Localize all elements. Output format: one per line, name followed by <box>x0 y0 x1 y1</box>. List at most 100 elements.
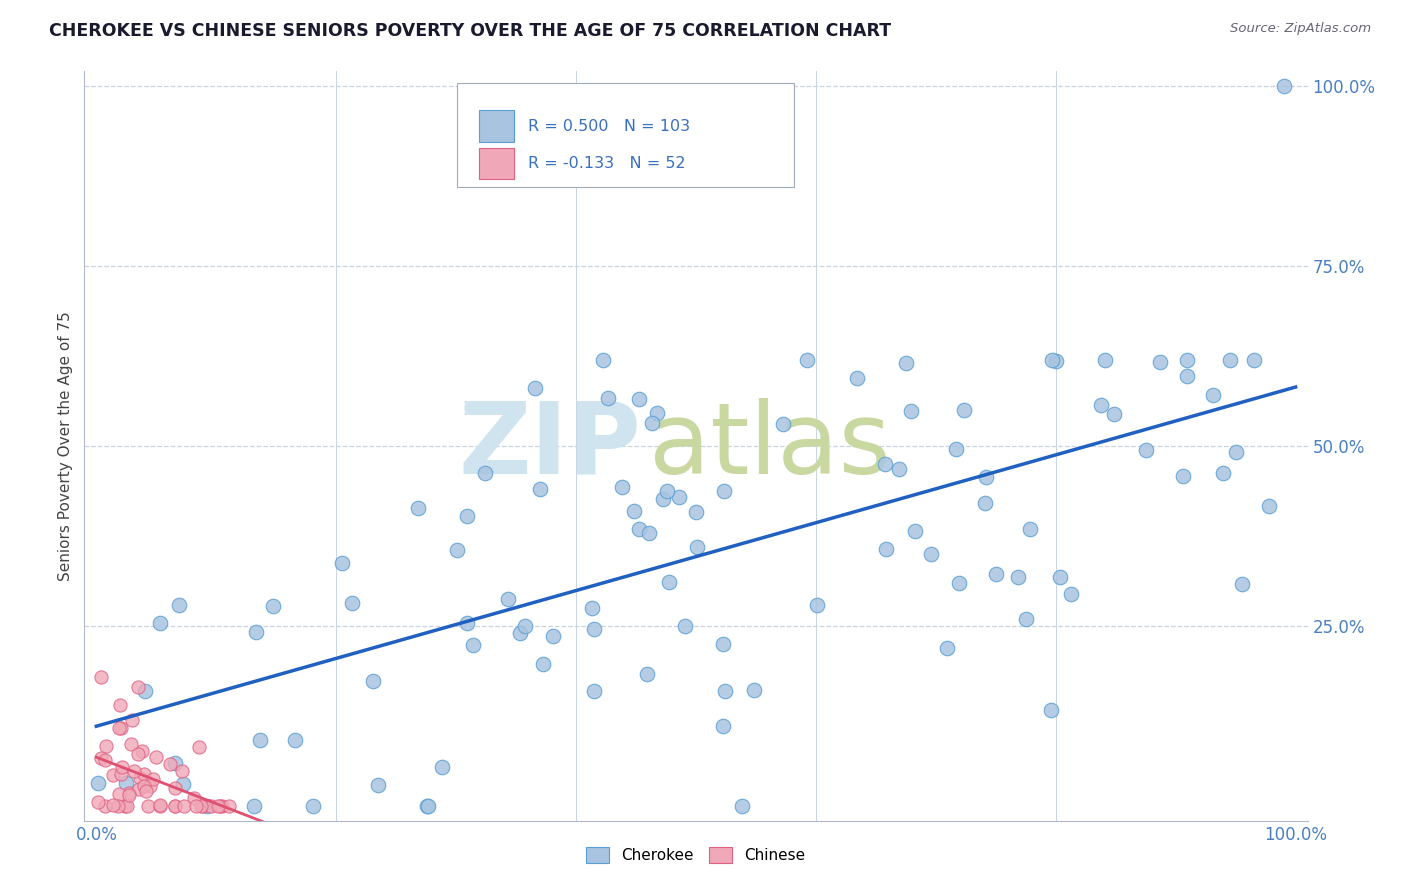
Y-axis label: Seniors Poverty Over the Age of 75: Seniors Poverty Over the Age of 75 <box>58 311 73 581</box>
Point <box>107 799 129 814</box>
Point <box>165 799 187 814</box>
Point <box>713 483 735 498</box>
Point <box>108 787 131 801</box>
Point <box>806 598 828 612</box>
Point <box>713 637 735 651</box>
Point <box>183 790 205 805</box>
Point <box>1175 368 1198 383</box>
Point <box>685 505 707 519</box>
Point <box>330 556 353 570</box>
Point <box>342 596 364 610</box>
Point <box>149 615 172 630</box>
Point <box>456 509 478 524</box>
Point <box>128 782 150 797</box>
Point <box>245 625 267 640</box>
Point <box>1018 522 1040 536</box>
Point <box>242 799 264 814</box>
Point <box>128 771 150 785</box>
Point <box>668 490 690 504</box>
Point <box>531 657 554 671</box>
Point <box>592 352 614 367</box>
Bar <box>479 111 513 142</box>
Point <box>974 470 997 484</box>
Point <box>509 626 531 640</box>
Point <box>596 391 619 405</box>
Point <box>673 619 696 633</box>
Point <box>96 739 118 753</box>
Point <box>103 797 125 812</box>
Point <box>127 681 149 695</box>
Point <box>110 767 132 781</box>
Text: R = -0.133   N = 52: R = -0.133 N = 52 <box>529 156 686 171</box>
Point <box>301 799 323 814</box>
Point <box>887 461 910 475</box>
Point <box>172 764 194 778</box>
Point <box>1060 587 1083 601</box>
Point <box>1258 499 1281 513</box>
Point <box>655 484 678 499</box>
Point <box>1212 466 1234 480</box>
Point <box>1007 570 1029 584</box>
Point <box>894 356 917 370</box>
Point <box>1040 352 1063 367</box>
Point <box>581 600 603 615</box>
Point <box>873 457 896 471</box>
Point <box>406 500 429 515</box>
Point <box>731 799 754 814</box>
Point <box>118 789 141 803</box>
Point <box>1049 570 1071 584</box>
Point <box>142 772 165 787</box>
Point <box>953 403 976 417</box>
Point <box>974 496 997 510</box>
Point <box>524 381 547 395</box>
Point <box>367 779 389 793</box>
Point <box>120 738 142 752</box>
Point <box>640 416 662 430</box>
Point <box>498 592 520 607</box>
Point <box>1014 612 1036 626</box>
Point <box>117 786 139 800</box>
Point <box>904 524 927 538</box>
Point <box>87 795 110 809</box>
Point <box>796 352 818 367</box>
Point <box>284 733 307 747</box>
Legend: Cherokee, Chinese: Cherokee, Chinese <box>581 841 811 869</box>
Point <box>135 783 157 797</box>
Text: Source: ZipAtlas.com: Source: ZipAtlas.com <box>1230 22 1371 36</box>
Text: ZIP: ZIP <box>458 398 641 494</box>
Point <box>191 799 214 814</box>
Point <box>190 799 212 814</box>
Point <box>1243 352 1265 367</box>
Point <box>1225 444 1247 458</box>
Point <box>900 404 922 418</box>
Point <box>686 540 709 554</box>
Point <box>430 760 453 774</box>
Point <box>582 622 605 636</box>
Point <box>163 781 186 796</box>
Point <box>456 615 478 630</box>
Point <box>945 442 967 456</box>
Point <box>94 753 117 767</box>
Point <box>134 683 156 698</box>
Text: atlas: atlas <box>650 398 891 494</box>
Point <box>1045 353 1067 368</box>
Point <box>103 768 125 782</box>
Point <box>115 799 138 814</box>
Point <box>986 566 1008 581</box>
Point <box>1272 78 1295 93</box>
Point <box>121 713 143 727</box>
Point <box>846 371 869 385</box>
Point <box>87 776 110 790</box>
Point <box>623 503 645 517</box>
Point <box>875 542 897 557</box>
Point <box>1135 443 1157 458</box>
Point <box>651 492 673 507</box>
Point <box>1102 407 1125 421</box>
Point <box>127 747 149 762</box>
Point <box>131 744 153 758</box>
Point <box>416 799 439 814</box>
Point <box>772 417 794 431</box>
Point <box>172 776 194 790</box>
Point <box>1040 703 1063 717</box>
Point <box>195 799 218 814</box>
